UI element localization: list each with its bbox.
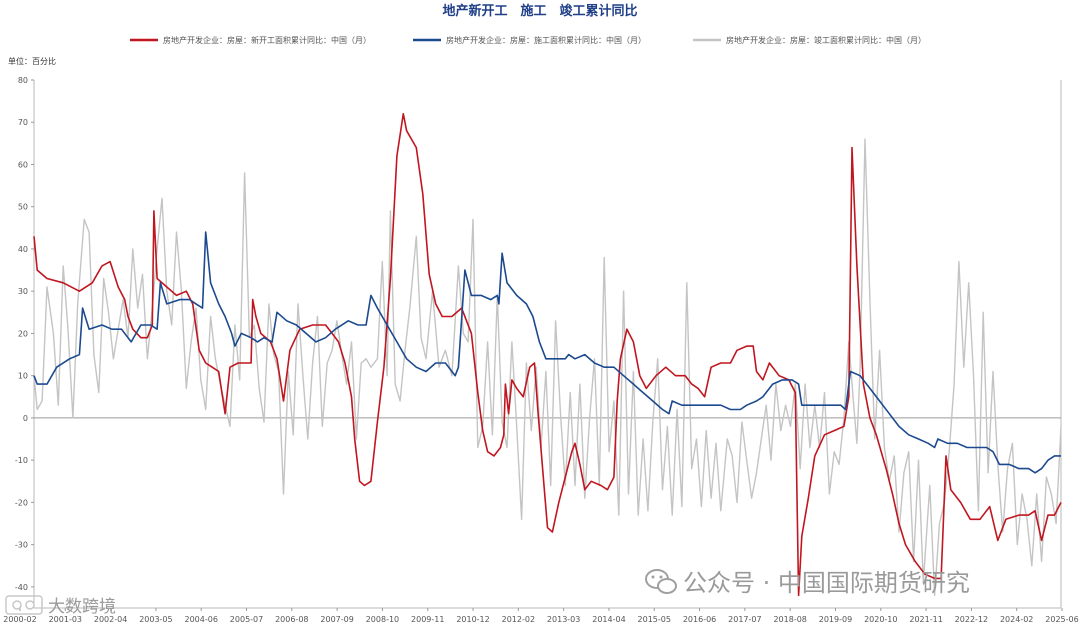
y-axis: -40 -30 -20 -10 0 10 20 30 40 50 60 70 80 bbox=[15, 76, 34, 592]
y-tick-label: 60 bbox=[18, 160, 28, 169]
x-tick-label: 2009-11 bbox=[411, 615, 444, 624]
x-tick-label: 2004-06 bbox=[184, 615, 217, 624]
legend-item: 房地产开发企业：房屋：施工面积累计同比：中国（月） bbox=[413, 35, 646, 45]
x-tick-label: 2024-02 bbox=[1000, 615, 1033, 624]
y-tick-label: 20 bbox=[18, 329, 28, 338]
grid bbox=[33, 80, 1062, 609]
x-tick-label: 2005-07 bbox=[230, 615, 263, 624]
x-tick-label: 2012-02 bbox=[502, 615, 535, 624]
y-tick-label: 30 bbox=[18, 287, 28, 296]
x-tick-label: 2008-10 bbox=[366, 615, 399, 624]
y-tick-label: -20 bbox=[15, 498, 28, 507]
watermark-text: 公众号 · 中国国际期货研究 bbox=[683, 569, 970, 597]
x-tick-label: 2019-09 bbox=[819, 615, 852, 624]
x-tick-label: 2007-09 bbox=[320, 615, 353, 624]
legend-item: 房地产开发企业：房屋：竣工面积累计同比：中国（月） bbox=[693, 35, 926, 45]
x-tick-label: 2014-04 bbox=[592, 615, 625, 624]
series-line-1 bbox=[33, 231, 1061, 474]
x-tick-label: 2013-03 bbox=[547, 615, 580, 624]
y-tick-label: -40 bbox=[15, 583, 28, 592]
x-tick-label: 2006-08 bbox=[275, 615, 308, 624]
y-tick-label: 50 bbox=[18, 203, 28, 212]
x-tick-label: 2021-11 bbox=[909, 615, 942, 624]
watermark-left-text: 大数跨境 bbox=[48, 597, 116, 617]
x-tick-label: 2002-04 bbox=[94, 615, 127, 624]
series-line-2 bbox=[33, 138, 1062, 596]
x-tick-label: 2018-08 bbox=[773, 615, 806, 624]
wechat-icon bbox=[645, 569, 677, 594]
watermark-logo-icon bbox=[5, 595, 43, 615]
y-tick-label: 40 bbox=[18, 245, 28, 254]
series-line-0 bbox=[33, 113, 1062, 597]
x-tick-label: 2016-06 bbox=[683, 615, 716, 624]
y-tick-label: -30 bbox=[15, 541, 28, 550]
x-tick-label: 2022-12 bbox=[955, 615, 988, 624]
legend-label: 房地产开发企业：房屋：竣工面积累计同比：中国（月） bbox=[726, 35, 926, 45]
x-tick-label: 2020-10 bbox=[864, 615, 897, 624]
y-tick-label: 0 bbox=[23, 414, 28, 423]
x-tick-label: 2003-05 bbox=[139, 615, 172, 624]
y-tick-label: 80 bbox=[18, 76, 28, 85]
x-tick-label: 2010-12 bbox=[456, 615, 489, 624]
x-tick-label: 2025-06 bbox=[1045, 615, 1078, 624]
y-tick-label: -10 bbox=[15, 456, 28, 465]
watermark-left: 大数跨境 bbox=[5, 595, 116, 617]
x-tick-label: 2000-02 bbox=[3, 615, 36, 624]
y-tick-label: 70 bbox=[18, 118, 28, 127]
legend: 房地产开发企业：房屋：新开工面积累计同比：中国（月） 房地产开发企业：房屋：施工面… bbox=[130, 35, 926, 45]
y-tick-label: 10 bbox=[18, 372, 28, 381]
legend-item: 房地产开发企业：房屋：新开工面积累计同比：中国（月） bbox=[130, 35, 371, 45]
x-tick-label: 2015-05 bbox=[638, 615, 671, 624]
legend-label: 房地产开发企业：房屋：新开工面积累计同比：中国（月） bbox=[163, 35, 371, 45]
x-tick-label: 2001-03 bbox=[49, 615, 82, 624]
legend-label: 房地产开发企业：房屋：施工面积累计同比：中国（月） bbox=[446, 35, 646, 45]
chart-title: 地产新开工 施工 竣工累计同比 bbox=[442, 3, 637, 19]
series-layer bbox=[33, 113, 1062, 597]
unit-label: 单位：百分比 bbox=[8, 56, 56, 66]
x-tick-label: 2017-07 bbox=[728, 615, 761, 624]
watermark-right: 公众号 · 中国国际期货研究 bbox=[645, 569, 970, 597]
x-axis: 2000-02 2001-03 2002-04 2003-05 2004-06 2005-… bbox=[3, 608, 1079, 624]
